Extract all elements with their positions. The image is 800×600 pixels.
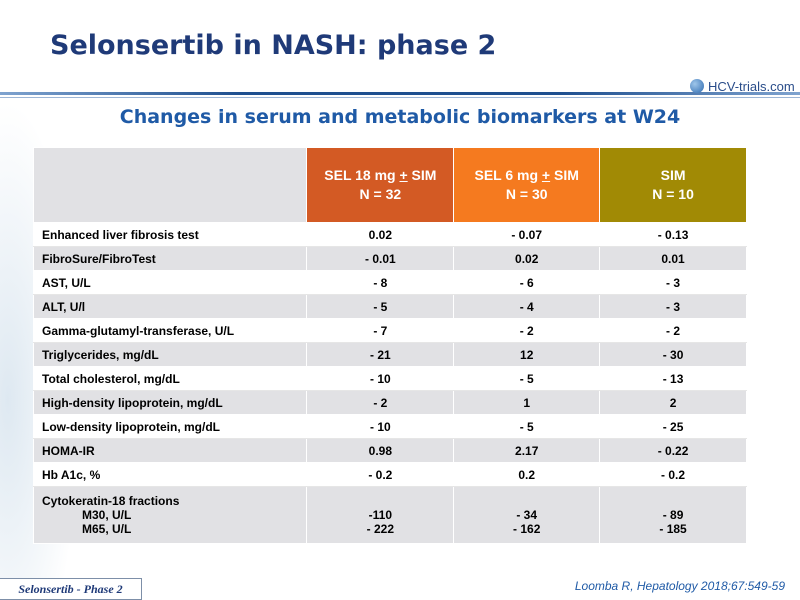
m30-label: M30, U/L [82, 508, 132, 522]
value-sim: - 3 [599, 294, 747, 319]
m65-value-sel-18mg: - 222 [366, 522, 395, 536]
value-sim: - 13 [599, 366, 747, 391]
row-label: Low-density lipoprotein, mg/dL [32, 414, 308, 439]
value-sel-6mg: - 5 [453, 366, 601, 391]
value-sim: - 25 [599, 414, 747, 439]
value-sel-6mg: 0.02 [453, 246, 601, 271]
row-label: ALT, U/l [32, 294, 308, 319]
row-label: Hb A1c, % [32, 462, 308, 487]
value-sim: - 2 [599, 318, 747, 343]
header-sel-6mg-arm: SEL 6 mg + SIM [474, 167, 579, 183]
title-divider [0, 92, 800, 95]
m30-value-sel-6mg: - 34 [516, 508, 538, 522]
value-sel-6mg: 0.2 [453, 462, 601, 487]
value-sel-6mg: - 34 - 162 [453, 486, 601, 544]
header-sim: SIM N = 10 [599, 147, 747, 223]
value-sim: - 30 [599, 342, 747, 367]
header-sel-18mg-arm: SEL 18 mg + SIM [324, 167, 437, 183]
value-sel-6mg: - 2 [453, 318, 601, 343]
table-row: HOMA-IR 0.98 2.17 - 0.22 [32, 438, 747, 463]
value-sel-6mg: - 5 [453, 414, 601, 439]
m30-value-sim: - 89 [662, 508, 684, 522]
value-sim: - 89 - 185 [599, 486, 747, 544]
value-sel-18mg: - 0.2 [306, 462, 455, 487]
value-sel-18mg: -110 - 222 [306, 486, 455, 544]
value-sel-6mg: 1 [453, 390, 601, 415]
logo-text: HCV-trials.com [708, 78, 795, 94]
slide-subtitle: Changes in serum and metabolic biomarker… [119, 106, 681, 128]
row-label: AST, U/L [32, 270, 308, 295]
table-row: ALT, U/l - 5 - 4 - 3 [32, 294, 747, 319]
value-sim: - 0.13 [599, 222, 747, 247]
table-row: Total cholesterol, mg/dL - 10 - 5 - 13 [32, 366, 747, 391]
title-divider-thin [0, 97, 800, 98]
header-sim-arm: SIM [660, 167, 686, 183]
m65-value-sim: - 185 [659, 522, 687, 536]
table-row: Hb A1c, % - 0.2 0.2 - 0.2 [32, 462, 747, 487]
value-sel-6mg: - 4 [453, 294, 601, 319]
table-row: Low-density lipoprotein, mg/dL - 10 - 5 … [32, 414, 747, 439]
value-sel-6mg: - 0.07 [453, 222, 601, 247]
value-sim: 0.01 [599, 246, 747, 271]
header-sel-6mg: SEL 6 mg + SIM N = 30 [453, 147, 601, 223]
table-header-row: SEL 18 mg + SIM N = 32 SEL 6 mg + SIM N … [32, 147, 747, 223]
value-sel-18mg: - 8 [306, 270, 455, 295]
value-sel-18mg: 0.98 [306, 438, 455, 463]
header-sel-18mg: SEL 18 mg + SIM N = 32 [306, 147, 455, 223]
citation: Loomba R, Hepatology 2018;67:549-59 [574, 579, 785, 593]
m65-label: M65, U/L [82, 522, 132, 536]
table-row: Triglycerides, mg/dL - 21 12 - 30 [32, 342, 747, 367]
row-label: Enhanced liver fibrosis test [32, 222, 308, 247]
value-sel-18mg: 0.02 [306, 222, 455, 247]
value-sel-18mg: - 10 [306, 366, 455, 391]
table-row: AST, U/L - 8 - 6 - 3 [32, 270, 747, 295]
value-sel-18mg: - 0.01 [306, 246, 455, 271]
value-sel-6mg: - 6 [453, 270, 601, 295]
row-label: High-density lipoprotein, mg/dL [32, 390, 308, 415]
row-label: Total cholesterol, mg/dL [32, 366, 308, 391]
value-sel-18mg: - 2 [306, 390, 455, 415]
table-row: FibroSure/FibroTest - 0.01 0.02 0.01 [32, 246, 747, 271]
table-row-cytokeratin: Cytokeratin-18 fractions M30, U/L M65, U… [32, 486, 747, 544]
value-sim: 2 [599, 390, 747, 415]
m30-value-sel-18mg: -110 [368, 508, 393, 522]
value-sel-6mg: 12 [453, 342, 601, 367]
value-sim: - 3 [599, 270, 747, 295]
value-sim: - 0.22 [599, 438, 747, 463]
value-sel-18mg: - 7 [306, 318, 455, 343]
row-label: Triglycerides, mg/dL [32, 342, 308, 367]
value-sel-18mg: - 21 [306, 342, 455, 367]
table-row: Enhanced liver fibrosis test 0.02 - 0.07… [32, 222, 747, 247]
value-sim: - 0.2 [599, 462, 747, 487]
header-sel-18mg-n: N = 32 [359, 186, 402, 202]
value-sel-18mg: - 10 [306, 414, 455, 439]
slide-title: Selonsertib in NASH: phase 2 [50, 30, 497, 61]
row-label: Gamma-glutamyl-transferase, U/L [32, 318, 308, 343]
footer-section-tag: Selonsertib - Phase 2 [0, 578, 142, 600]
biomarker-table: SEL 18 mg + SIM N = 32 SEL 6 mg + SIM N … [32, 147, 747, 544]
cytokeratin-label: Cytokeratin-18 fractions [42, 494, 180, 508]
m65-value-sel-6mg: - 162 [513, 522, 541, 536]
value-sel-18mg: - 5 [306, 294, 455, 319]
row-label-cytokeratin: Cytokeratin-18 fractions M30, U/L M65, U… [32, 486, 308, 544]
value-sel-6mg: 2.17 [453, 438, 601, 463]
table-row: Gamma-glutamyl-transferase, U/L - 7 - 2 … [32, 318, 747, 343]
header-sim-n: N = 10 [652, 186, 694, 202]
logo-icon [690, 79, 704, 93]
row-label: FibroSure/FibroTest [32, 246, 308, 271]
header-sel-6mg-n: N = 30 [505, 186, 548, 202]
row-label: HOMA-IR [32, 438, 308, 463]
header-blank-cell [32, 147, 308, 223]
site-logo[interactable]: HCV-trials.com [690, 76, 795, 96]
table-row: High-density lipoprotein, mg/dL - 2 1 2 [32, 390, 747, 415]
